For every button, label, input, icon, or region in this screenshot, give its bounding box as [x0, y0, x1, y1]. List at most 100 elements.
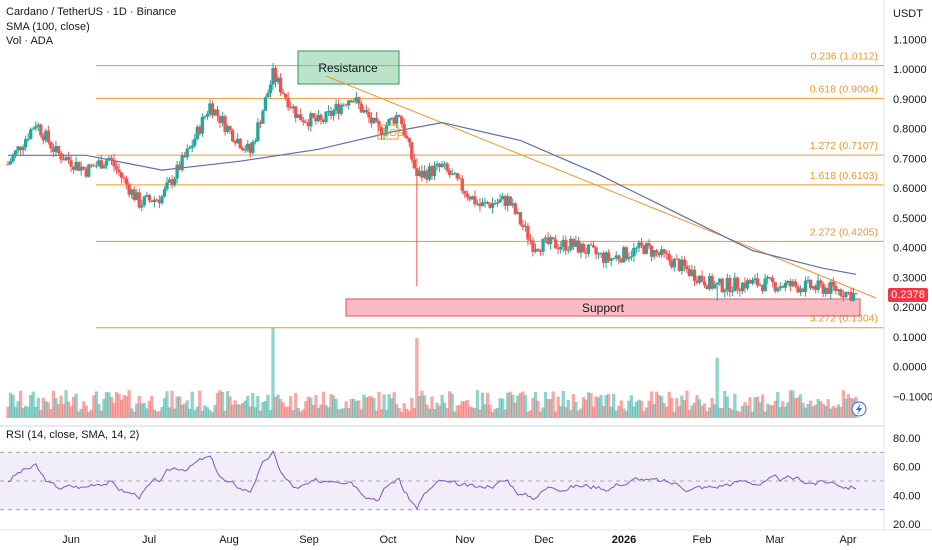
volume-bar	[745, 405, 750, 418]
volume-legend[interactable]: Vol · ADA	[6, 35, 54, 47]
volume-bar	[230, 404, 235, 418]
candle-body	[94, 165, 98, 167]
candle-body	[445, 163, 449, 171]
volume-bar	[155, 411, 159, 418]
candle-body	[644, 243, 649, 254]
volume-bar	[198, 390, 202, 418]
price-tick-label: 1.1000	[893, 34, 927, 46]
volume-bar	[846, 394, 851, 418]
volume-bar	[798, 394, 803, 418]
volume-bar	[314, 395, 318, 418]
candle-body	[839, 289, 843, 296]
volume-bar	[223, 410, 227, 418]
volume-bar	[819, 401, 823, 418]
volume-bar	[195, 406, 199, 418]
price-tick-label: 0.1000	[893, 332, 927, 344]
volume-bar	[319, 404, 323, 418]
candle-body	[26, 138, 30, 140]
candle-body	[425, 170, 429, 180]
candle-body	[369, 117, 374, 124]
candle-body	[31, 128, 35, 130]
symbol-legend[interactable]: Cardano / TetherUS · 1D · Binance	[6, 6, 177, 18]
candle-body	[574, 240, 578, 247]
candle-body	[543, 237, 548, 239]
candle-body	[44, 130, 48, 141]
volume-bar	[632, 406, 636, 418]
currency-label[interactable]: USDT	[893, 8, 923, 20]
candle-body	[49, 142, 53, 149]
time-tick-label: Oct	[379, 534, 396, 546]
candle-body	[435, 163, 439, 166]
candle-body	[248, 143, 252, 153]
volume-bar	[402, 403, 406, 418]
volume-bar	[387, 394, 391, 418]
volume-bar	[430, 396, 434, 418]
candle-body	[241, 148, 245, 151]
candle-body	[546, 237, 550, 244]
volume-bar	[609, 406, 613, 418]
candle-body	[463, 190, 467, 194]
volume-bar	[442, 402, 447, 418]
volume-bar	[811, 406, 815, 418]
resistance-zone[interactable]	[297, 50, 400, 85]
candle-body	[498, 199, 502, 203]
candle-body	[92, 165, 96, 167]
candle-body	[490, 202, 495, 208]
volume-bar	[397, 408, 401, 418]
rsi-axis[interactable]: 80.00 60.00 40.00 20.00	[893, 433, 921, 531]
volume-bar	[528, 410, 533, 418]
volume-bar	[49, 409, 53, 418]
candle-body	[682, 259, 687, 267]
candle-body	[750, 280, 755, 284]
candle-body	[675, 258, 679, 260]
volume-bar	[574, 401, 578, 418]
volume-bar	[586, 392, 591, 418]
candle-body	[261, 110, 265, 124]
volume-bar	[140, 403, 144, 418]
rsi-legend[interactable]: RSI (14, close, SMA, 14, 2)	[6, 429, 140, 441]
lightning-icon[interactable]	[851, 401, 867, 417]
volume-bar	[541, 407, 545, 418]
volume-bar	[675, 397, 679, 418]
candle-body	[165, 182, 169, 190]
candle-body	[781, 286, 785, 288]
time-axis[interactable]: Jun Jul Aug Sep Oct Nov Dec 2026 Feb Mar Apr	[62, 534, 857, 546]
candle-body	[205, 114, 210, 117]
candle-body	[690, 269, 694, 276]
candle-body	[460, 178, 464, 191]
volume-bar	[407, 410, 411, 418]
price-axis[interactable]: 1.1000 1.0000 0.9000 0.8000 0.7000 0.6000 0.50…	[893, 34, 932, 403]
candle-body	[145, 195, 149, 197]
volume-bar	[357, 400, 361, 418]
volume-bar	[324, 405, 328, 418]
sma-legend[interactable]: SMA (100, close)	[6, 21, 90, 33]
candle-body	[11, 155, 15, 162]
time-tick-label: Mar	[766, 534, 785, 546]
support-zone[interactable]	[345, 298, 861, 317]
volume-bar	[127, 390, 131, 418]
candle-body	[321, 119, 326, 122]
candle-body	[826, 287, 830, 294]
candle-body	[831, 281, 835, 287]
volume-bar	[554, 411, 558, 418]
volume-bar	[821, 403, 825, 418]
candle-body	[137, 192, 141, 208]
candle-body	[122, 177, 126, 179]
candle-body	[718, 278, 722, 283]
candle-body	[813, 286, 818, 290]
candle-body	[319, 114, 323, 120]
candle-body	[581, 243, 586, 253]
candle-body	[516, 212, 520, 214]
volume-bar	[760, 394, 765, 418]
candle-body	[228, 126, 232, 131]
volume-bar	[243, 400, 247, 418]
candle-body	[281, 92, 285, 94]
candle-body	[210, 103, 215, 116]
volume-bar	[213, 405, 217, 418]
volume-bar	[475, 390, 480, 418]
candle-body	[77, 161, 81, 171]
downtrend-line[interactable]	[325, 75, 877, 299]
volume-bar	[261, 402, 265, 418]
candle-body	[521, 224, 525, 228]
